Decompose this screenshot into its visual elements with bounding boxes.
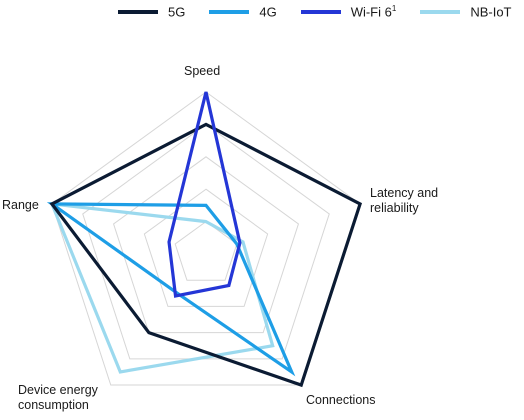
legend-item-4g: 4G xyxy=(209,4,277,20)
grid-ring xyxy=(143,188,269,307)
axis-label-speed: Speed xyxy=(184,64,221,78)
axis-label-range: Range xyxy=(2,198,39,212)
legend-swatch xyxy=(209,9,250,14)
legend-swatch xyxy=(118,9,158,14)
legend-swatch xyxy=(420,9,461,14)
legend-label: 5G xyxy=(168,4,186,20)
grid-ring xyxy=(51,91,361,386)
legend-item-nbiot: NB-IoT xyxy=(420,4,512,20)
legend-swatch xyxy=(300,9,341,14)
legend-label: 4G xyxy=(259,4,277,20)
legend-item-wifi6: Wi-Fi 61 xyxy=(300,4,397,20)
series-line-4g xyxy=(46,202,296,377)
grid-ring xyxy=(82,123,330,360)
axis-label-latency: Latency and reliability xyxy=(370,186,439,215)
series-line-nb-iot xyxy=(49,202,275,374)
grid-ring xyxy=(174,220,238,281)
legend: 5G 4G Wi-Fi 61 NB-IoT xyxy=(118,2,518,22)
legend-label: NB-IoT xyxy=(470,4,512,20)
legend-item-5g: 5G xyxy=(118,4,186,20)
legend-label: Wi-Fi 61 xyxy=(350,4,397,20)
axis-label-device-energy: Device energy consumption xyxy=(18,383,98,412)
series-line-wi-fi-6 xyxy=(167,91,242,298)
axis-label-connections: Connections xyxy=(306,393,376,407)
series-line-5g xyxy=(49,122,363,388)
